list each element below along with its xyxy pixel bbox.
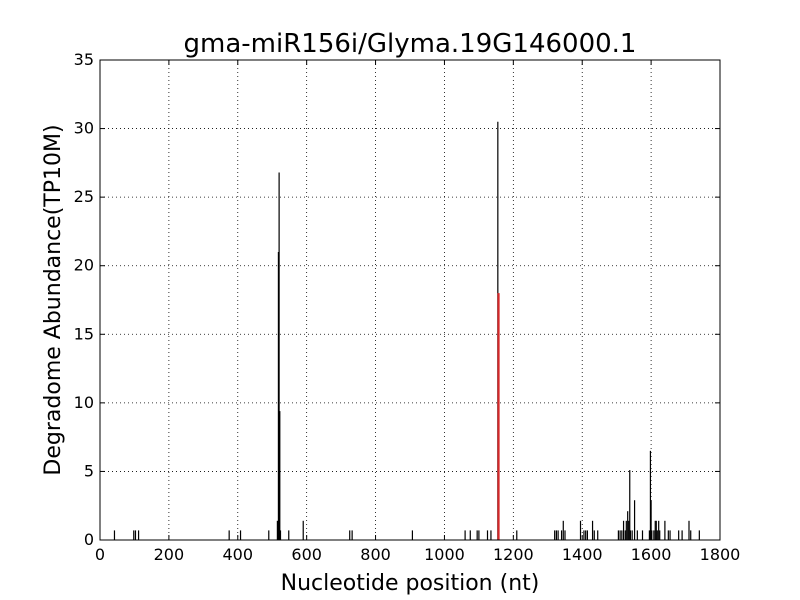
x-axis-label: Nucleotide position (nt) [281,571,540,596]
axis-ticks: 0 200 400 600 800 1000 1200 1400 1600 1800 0 5 10 15 2… [74,50,741,564]
x-tick-label: 400 [223,545,254,564]
x-tick-label: 1200 [493,545,534,564]
y-tick-label: 5 [84,461,94,480]
chart-title: gma-miR156i/Glyma.19G146000.1 [184,29,637,59]
y-tick-label: 15 [74,324,94,343]
x-tick-label: 600 [291,545,322,564]
y-tick-label: 25 [74,187,94,206]
y-tick-label: 20 [74,256,94,275]
x-tick-label: 0 [95,545,105,564]
y-tick-label: 0 [84,530,94,549]
x-tick-label: 1000 [424,545,465,564]
x-tick-label: 1600 [631,545,672,564]
x-tick-label: 1400 [562,545,603,564]
y-axis-label: Degradome Abundance(TP10M) [41,124,66,475]
bars [113,121,700,540]
x-tick-label: 1800 [700,545,741,564]
y-tick-label: 30 [74,119,94,138]
x-tick-label: 200 [154,545,185,564]
x-tick-label: 800 [360,545,391,564]
grid [99,59,721,541]
plot-frame [99,59,721,541]
y-tick-label: 35 [74,50,94,69]
y-tick-label: 10 [74,393,94,412]
